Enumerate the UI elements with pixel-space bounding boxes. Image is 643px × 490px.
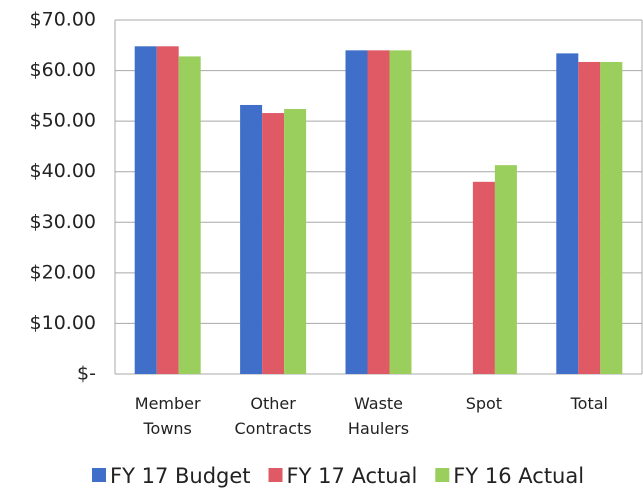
y-tick-label: $50.00 — [30, 110, 96, 132]
y-tick-label: $10.00 — [30, 312, 96, 334]
bar — [600, 61, 623, 375]
y-tick-label: $- — [77, 363, 96, 385]
bar — [472, 181, 495, 374]
bar — [156, 46, 179, 374]
legend-swatch — [435, 468, 450, 482]
legend-swatch — [92, 468, 106, 482]
x-tick-label: Member Towns — [135, 394, 201, 438]
legend-label: FY 17 Budget — [110, 464, 251, 488]
x-tick-label: Waste Haulers — [348, 394, 409, 438]
x-tick-label: Total — [570, 394, 608, 413]
bar — [240, 104, 263, 375]
bar — [556, 53, 579, 375]
bar — [389, 50, 412, 374]
y-tick-label: $60.00 — [30, 59, 96, 81]
x-tick-label: Other Contracts — [235, 394, 312, 438]
bar — [262, 113, 285, 375]
bar — [178, 56, 201, 374]
x-tick-label: Spot — [466, 394, 502, 413]
bar — [367, 50, 390, 374]
bar — [284, 109, 307, 375]
bar — [134, 46, 157, 374]
legend-swatch — [268, 468, 283, 482]
bar — [578, 61, 601, 375]
y-tick-label: $70.00 — [30, 9, 96, 31]
bar — [494, 165, 517, 374]
y-tick-label: $20.00 — [30, 261, 96, 283]
bar — [345, 50, 368, 374]
legend-label: FY 17 Actual — [287, 464, 418, 488]
legend-label: FY 16 Actual — [453, 464, 584, 488]
y-tick-label: $40.00 — [30, 160, 96, 182]
y-tick-label: $30.00 — [30, 211, 96, 233]
